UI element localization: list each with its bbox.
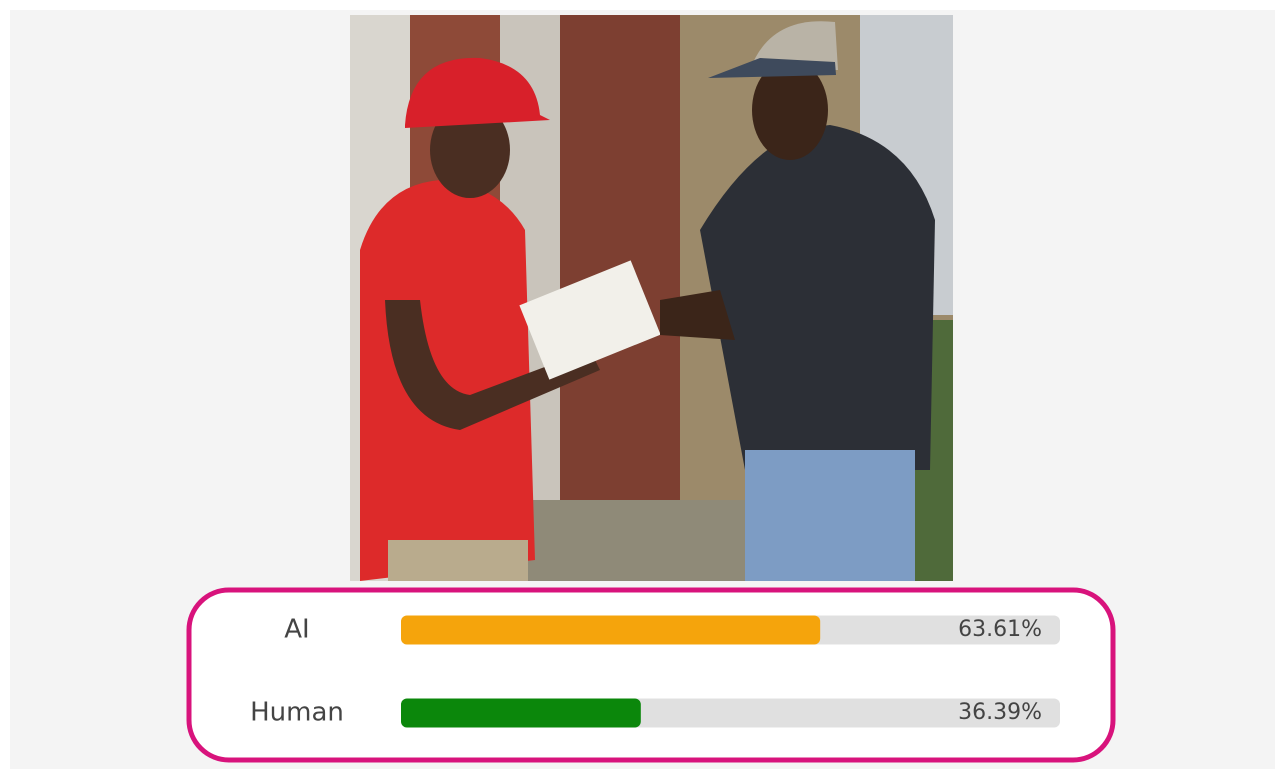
value-label: 36.39% <box>958 700 1042 725</box>
category-label: AI <box>284 615 309 645</box>
photo <box>350 15 953 581</box>
value-label: 63.61% <box>958 617 1042 642</box>
bar <box>401 616 820 645</box>
category-label: Human <box>250 698 344 728</box>
page: AI 63.61% Human 36.39% <box>0 0 1285 769</box>
bar <box>401 699 641 728</box>
